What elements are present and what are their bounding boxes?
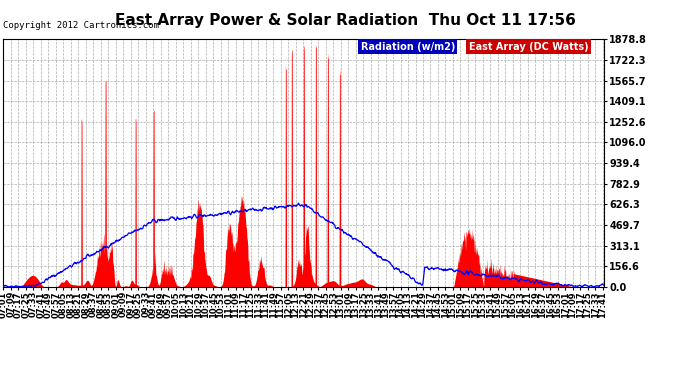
Text: Copyright 2012 Cartronics.com: Copyright 2012 Cartronics.com (3, 21, 159, 30)
Text: East Array Power & Solar Radiation  Thu Oct 11 17:56: East Array Power & Solar Radiation Thu O… (115, 13, 575, 28)
Text: East Array (DC Watts): East Array (DC Watts) (469, 42, 589, 52)
Text: Radiation (w/m2): Radiation (w/m2) (361, 42, 455, 52)
